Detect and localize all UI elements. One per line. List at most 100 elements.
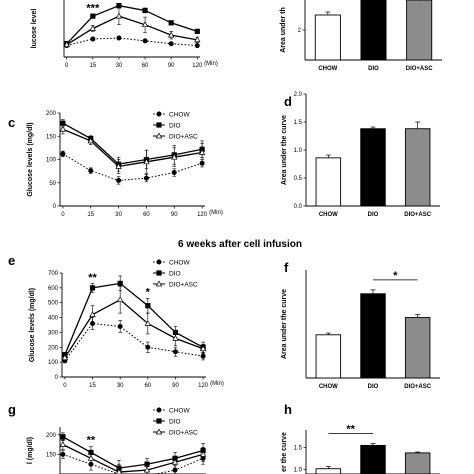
data-point <box>142 7 148 14</box>
y-axis-label: Area under th <box>280 7 287 53</box>
series-line <box>66 5 198 45</box>
data-point <box>143 158 150 165</box>
series-line <box>64 298 204 359</box>
y-tick-label: 0.5 <box>294 176 303 182</box>
y-tick-label: 1.5 <box>294 120 303 126</box>
section-title: 6 weeks after cell infusion <box>178 239 302 250</box>
series-dio-asc <box>61 286 207 361</box>
legend: CHOW DIO DIO+ASC <box>153 259 198 288</box>
data-point <box>194 28 200 34</box>
y-tick-label: 100 <box>46 158 57 164</box>
legend-marker <box>156 111 162 117</box>
data-point <box>89 311 96 317</box>
y-axis-label: Glucose levels (mg/dl) <box>27 122 34 196</box>
data-point <box>90 13 96 19</box>
panel-label: h <box>284 402 292 417</box>
x-tick-label: 15 <box>89 63 96 69</box>
data-point <box>89 285 96 291</box>
x-tick-label: 60 <box>142 63 149 69</box>
data-point <box>63 41 70 48</box>
data-point <box>116 35 122 41</box>
legend-entry: CHOW <box>169 259 190 266</box>
legend-entry: DIO+ASC <box>169 133 198 140</box>
data-point <box>172 467 178 473</box>
significance-label: ** <box>346 424 355 436</box>
panel-label: f <box>284 260 289 275</box>
data-point <box>172 349 178 355</box>
legend-marker <box>156 270 162 276</box>
x-tick-label: 120 <box>198 383 209 389</box>
data-point <box>142 38 148 44</box>
data-point <box>87 454 95 461</box>
series-line <box>62 453 204 474</box>
panel-c: 0 50 100 150 200 0 15 30 60 90 120 (Min) Glucose lev… <box>8 111 223 218</box>
legend-marker <box>156 418 162 424</box>
legend-entry: DIO <box>169 122 181 129</box>
significance-label: * <box>393 270 398 282</box>
y-tick-label: 0 <box>55 375 59 381</box>
x-tick-label: 90 <box>171 212 178 218</box>
series-line <box>66 15 198 46</box>
data-point <box>200 353 206 359</box>
y-tick-label: 200 <box>46 433 57 439</box>
data-point <box>60 151 66 157</box>
data-point <box>145 303 151 309</box>
x-tick-label: DIO <box>368 384 379 390</box>
panel-label: c <box>8 115 15 130</box>
x-tick-label: 30 <box>116 63 123 69</box>
data-point <box>198 148 206 155</box>
series-chow <box>64 35 200 49</box>
data-point <box>117 280 123 287</box>
series-dio-asc <box>59 124 206 174</box>
series-line <box>62 122 203 165</box>
y-tick-label: 500 <box>48 301 59 307</box>
bar-dio-asc <box>406 0 433 61</box>
y-tick-label: 700 <box>48 271 59 277</box>
data-point <box>171 153 178 160</box>
significance-label: ** <box>88 272 97 284</box>
data-point <box>88 168 94 174</box>
y-axis-label: er the curve <box>281 432 288 472</box>
data-point <box>143 175 149 181</box>
data-point <box>116 177 122 183</box>
data-point <box>59 441 67 447</box>
x-tick-label: DIO+ASC <box>404 384 432 390</box>
legend-entry: DIO+ASC <box>169 429 198 436</box>
x-tick-label: 15 <box>87 212 94 218</box>
data-point <box>90 36 96 42</box>
y-tick-label: 600 <box>48 286 59 292</box>
data-point <box>117 323 123 329</box>
series-line <box>62 153 203 181</box>
y-tick-label: 150 <box>46 452 57 458</box>
bar-dio-asc <box>404 317 431 379</box>
y-tick-label: 0 <box>53 204 57 210</box>
y-axis-label: Glucose levels (mg/dl) <box>29 288 36 362</box>
data-point <box>143 466 151 473</box>
legend-entry: DIO+ASC <box>169 281 198 288</box>
x-tick-label: DIO+ASC <box>404 212 432 218</box>
legend-marker <box>156 407 162 413</box>
y-axis-label: Area under the curve <box>281 289 288 359</box>
data-point <box>141 21 149 28</box>
y-tick-label: 300 <box>48 330 59 336</box>
x-tick-label: 90 <box>168 63 175 69</box>
data-point <box>168 41 174 47</box>
legend-marker <box>155 428 163 435</box>
series-line <box>62 128 203 168</box>
x-tick-label: 0 <box>65 63 69 69</box>
y-tick-label: 150 <box>46 134 57 140</box>
data-point <box>171 458 179 465</box>
panel-d: 0.0 0.5 1.0 1.5 2.0 CHOW DIO DIO+ASC Area under … <box>281 92 440 218</box>
panel-h: 1.0 1.5 er the curve ** h <box>281 402 440 474</box>
x-tick-label: 30 <box>117 383 124 389</box>
panel-label: g <box>8 402 16 417</box>
x-tick-label: 90 <box>172 383 179 389</box>
y-tick-label: 200 <box>46 111 57 117</box>
data-point <box>61 354 69 361</box>
bar-dio <box>360 0 387 61</box>
y-tick-label: 100 <box>48 360 59 366</box>
significance-label: ** <box>87 435 96 447</box>
legend: CHOW DIO DIO+ASC <box>153 407 198 436</box>
data-point <box>115 162 122 169</box>
data-point <box>116 468 122 474</box>
